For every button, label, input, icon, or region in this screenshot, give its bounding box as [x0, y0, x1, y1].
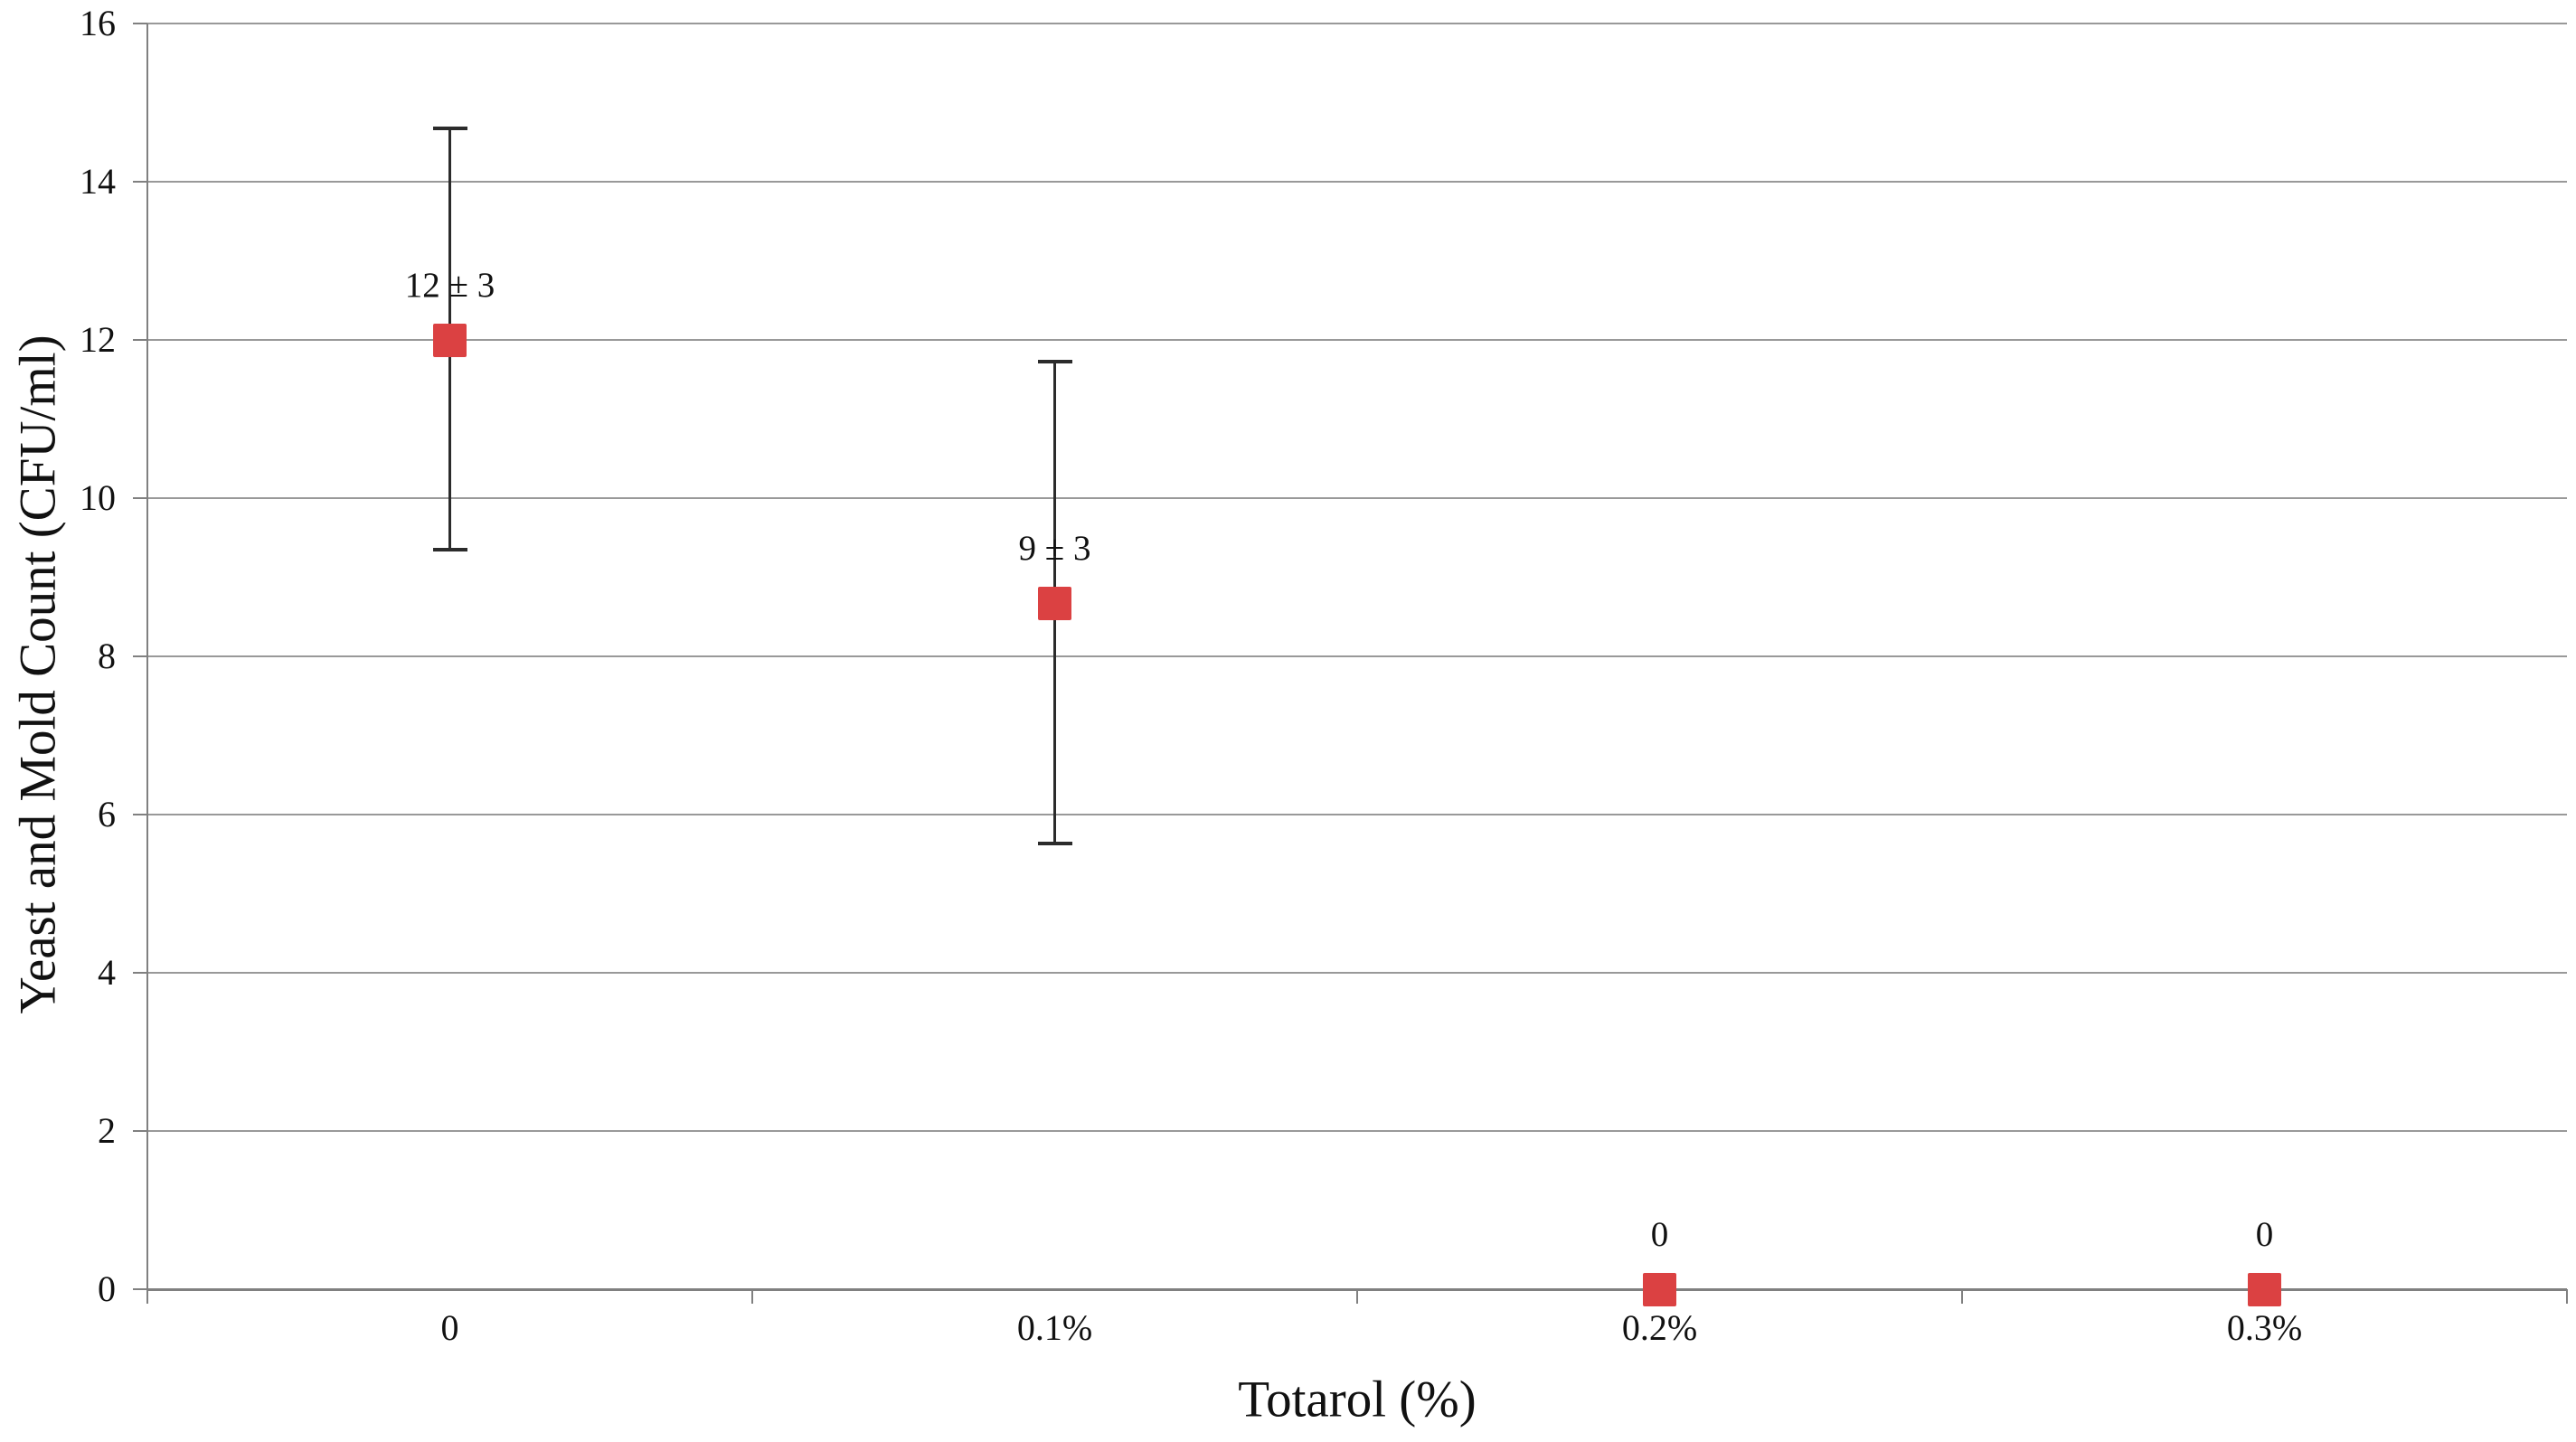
y-axis-tick [133, 181, 147, 183]
y-tick-label: 10 [80, 477, 116, 518]
y-tick-label: 8 [98, 636, 116, 676]
data-point-marker [433, 323, 467, 357]
gridline [147, 181, 2567, 183]
y-axis-tick [133, 1130, 147, 1132]
error-bar-cap-bottom [1037, 842, 1072, 846]
x-axis-tick [2566, 1289, 2568, 1304]
data-point-marker [2248, 1272, 2281, 1306]
data-label: 0 [1650, 1215, 1669, 1254]
data-label: 0 [2255, 1215, 2274, 1254]
data-label: 9 ± 3 [1018, 529, 1091, 569]
x-tick-label: 0 [440, 1307, 459, 1348]
y-axis-tick [133, 497, 147, 499]
x-axis-tick [1356, 1289, 1358, 1304]
error-bar-cap-top [1037, 359, 1072, 363]
x-axis-tick [751, 1289, 753, 1304]
y-tick-label: 0 [98, 1268, 116, 1309]
y-axis-line [146, 24, 148, 1289]
gridline [147, 339, 2567, 341]
y-axis-tick [133, 814, 147, 815]
x-tick-label: 0.1% [1016, 1307, 1093, 1348]
y-axis-tick [133, 339, 147, 341]
y-tick-label: 14 [80, 161, 116, 202]
y-tick-label: 12 [80, 319, 116, 360]
x-axis-title: Totarol (%) [1238, 1371, 1477, 1428]
x-tick-label: 0.2% [1621, 1307, 1698, 1348]
y-tick-label: 6 [98, 794, 116, 834]
gridline [147, 655, 2567, 657]
y-axis-tick [133, 1288, 147, 1290]
error-bar-cap-bottom [432, 547, 467, 551]
gridline [147, 23, 2567, 24]
gridline [147, 972, 2567, 974]
y-tick-label: 2 [98, 1110, 116, 1151]
x-axis-tick [146, 1289, 148, 1304]
data-point-marker [1643, 1272, 1676, 1306]
gridline [147, 497, 2567, 499]
gridline [147, 1130, 2567, 1132]
y-tick-label: 4 [98, 952, 116, 993]
gridline [147, 814, 2567, 815]
x-tick-label: 0.3% [2226, 1307, 2303, 1348]
y-axis-tick [133, 655, 147, 657]
y-axis-tick [133, 23, 147, 24]
y-tick-label: 16 [80, 3, 116, 43]
error-bar-cap-top [432, 127, 467, 131]
data-point-marker [1038, 586, 1071, 620]
data-label: 12 ± 3 [404, 266, 495, 305]
x-axis-tick [1961, 1289, 1963, 1304]
y-axis-tick [133, 972, 147, 974]
